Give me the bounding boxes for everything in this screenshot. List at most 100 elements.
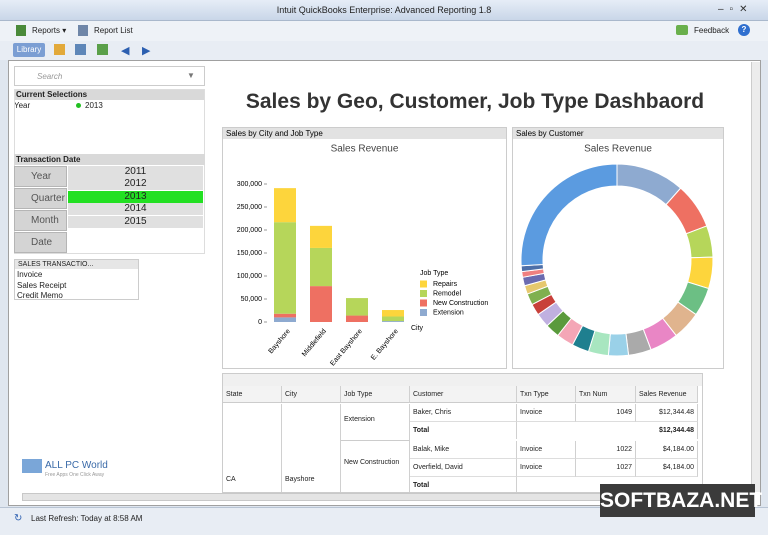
search-box[interactable]: Search ▼ (14, 66, 205, 86)
table-cell: Baker, Chris (410, 404, 517, 422)
chart-title: Sales Revenue (584, 144, 652, 155)
window-title: Intuit QuickBooks Enterprise: Advanced R… (276, 5, 492, 15)
transaction-type[interactable]: Credit Memo (17, 291, 63, 300)
table-cell: 1022 (576, 441, 636, 459)
selection-value: 2013 (85, 101, 103, 110)
selection-dot (76, 103, 81, 108)
year-option[interactable]: 2014 (68, 203, 203, 216)
feedback-icon (676, 25, 688, 35)
transaction-date-header: Transaction Date (14, 154, 205, 165)
search-placeholder: Search (37, 72, 63, 81)
x-axis-label: City (411, 325, 424, 332)
report-list-icon (78, 25, 88, 36)
selection-field: Year (14, 101, 31, 110)
table-cell: Invoice (517, 441, 576, 459)
status-text: Last Refresh: Today at 8:58 AM (31, 514, 143, 523)
menu-bar: Reports ▾ Report List Feedback ? (0, 21, 768, 41)
reports-label[interactable]: Reports (32, 26, 61, 35)
job-type-cell: New Construction (341, 441, 410, 492)
column-header[interactable]: State (223, 386, 282, 403)
title-bar: Intuit QuickBooks Enterprise: Advanced R… (0, 0, 768, 21)
table-cell: $12,344.48 (636, 404, 698, 422)
dashboard-title: Sales by Geo, Customer, Job Type Dashbao… (245, 90, 705, 113)
panel-header (513, 128, 723, 139)
bar-segment (310, 286, 332, 322)
report-list[interactable]: Report List (94, 26, 133, 35)
date-field-button[interactable]: Quarter (14, 188, 67, 209)
back-button[interactable]: ◀ (121, 45, 130, 57)
forward-button[interactable]: ▶ (142, 45, 151, 57)
reports-menu[interactable]: Reports ▾ (32, 26, 67, 35)
watermark-tagline: Free Apps One Click Away (45, 472, 105, 478)
bar-segment (310, 225, 332, 248)
table-cell: Invoice (517, 459, 576, 477)
total-label: Total (410, 422, 517, 439)
date-field-button[interactable]: Date (14, 232, 67, 253)
current-selections-header: Current Selections (14, 89, 205, 100)
watermark-logo (22, 459, 42, 473)
date-field-button[interactable]: Month (14, 210, 67, 231)
tool-icon[interactable] (54, 44, 65, 55)
legend-label: Remodel (433, 290, 461, 297)
y-tick-label: 0 (258, 319, 262, 326)
window-controls[interactable]: –▫✕ (718, 4, 754, 15)
table-toolbar (223, 374, 702, 386)
bar-segment (310, 247, 332, 287)
bar-segment (382, 310, 404, 317)
y-tick-label: 100,000 (237, 273, 262, 280)
table-cell: Balak, Mike (410, 441, 517, 459)
date-field-button[interactable]: Year (14, 166, 67, 187)
y-tick-label: 150,000 (237, 250, 262, 257)
bar-segment (274, 317, 296, 322)
legend-swatch (420, 290, 427, 297)
bar-chart-panel: Sales by City and Job Type Sales Revenue 0… (222, 127, 507, 369)
tool-icon[interactable] (75, 44, 86, 55)
year-option[interactable]: 2015 (68, 215, 203, 228)
year-option[interactable]: 2011 (68, 166, 203, 178)
panel-title: Sales by City and Job Type (226, 129, 323, 138)
column-header[interactable]: Txn Type (517, 386, 576, 403)
total-value: $12,344.48 (636, 422, 698, 439)
legend-swatch (420, 299, 427, 307)
table-cell: Overfield, David (410, 459, 517, 477)
bar-segment (382, 316, 404, 322)
y-tick-label: 300,000 (237, 181, 262, 188)
legend-swatch (420, 280, 427, 288)
library-button[interactable]: Library (13, 43, 45, 57)
data-table: State City Job Type Customer Txn Type Txn Num… (222, 373, 703, 493)
bar-segment (274, 313, 296, 318)
column-header[interactable]: City (282, 386, 341, 403)
sales-transactions-header: SALES TRANSACTIO... (15, 260, 138, 269)
job-type-cell: Extension (341, 404, 410, 441)
city-cell: Bayshore (282, 404, 341, 492)
bar-segment (382, 321, 404, 322)
dropdown-arrow[interactable]: ▼ (187, 71, 195, 80)
feedback[interactable]: Feedback (694, 26, 730, 35)
column-header[interactable]: Sales Revenue (636, 386, 698, 403)
table-cell: 1049 (576, 404, 636, 422)
help-button[interactable]: ? (738, 24, 750, 36)
legend-title: Job Type (420, 270, 448, 277)
tool-icon[interactable] (97, 44, 108, 55)
year-option[interactable]: 2013 (68, 190, 203, 203)
transaction-type[interactable]: Invoice (17, 270, 43, 279)
reports-icon (16, 25, 26, 36)
refresh-icon[interactable]: ↻ (14, 513, 23, 524)
table-cell: $4,184.00 (636, 459, 698, 477)
legend-label: Extension (433, 309, 464, 316)
watermark-softbaza: SOFTBAZA.NET (600, 484, 762, 517)
column-header[interactable]: Customer (410, 386, 517, 403)
donut-slice (607, 332, 630, 357)
panel-frame (222, 127, 507, 369)
watermark-site: ALL PC World (45, 460, 108, 471)
year-option[interactable]: 2012 (68, 178, 203, 191)
toolbar: Library ◀ ▶ (0, 41, 768, 60)
table-cell: Invoice (517, 404, 576, 422)
bar-segment (346, 315, 368, 322)
column-header[interactable]: Job Type (341, 386, 410, 403)
column-header[interactable]: Txn Num (576, 386, 636, 403)
y-tick-label: 50,000 (241, 296, 263, 303)
vertical-scrollbar[interactable] (751, 62, 760, 492)
transaction-type[interactable]: Sales Receipt (17, 280, 67, 290)
